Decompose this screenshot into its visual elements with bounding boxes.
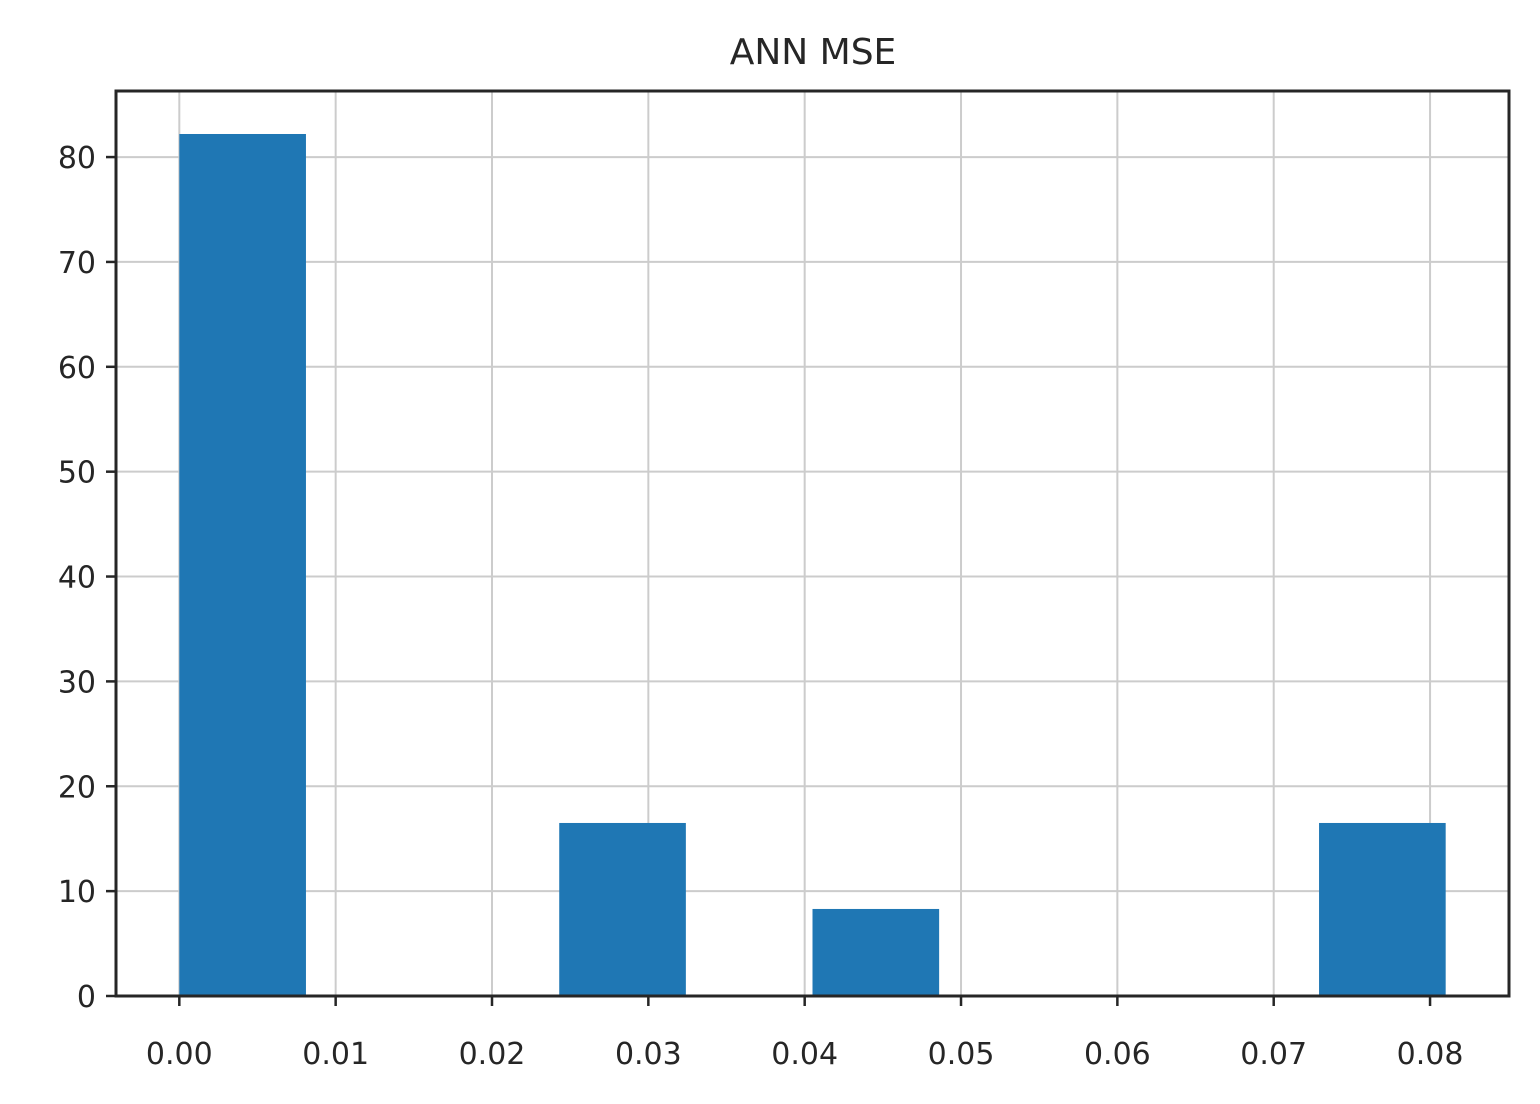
x-tick-label: 0.03 xyxy=(615,1037,682,1072)
chart-title: ANN MSE xyxy=(730,32,897,73)
x-tick-label: 0.04 xyxy=(771,1037,838,1072)
x-tick-label: 0.08 xyxy=(1397,1037,1464,1072)
x-axis-ticks: 0.00 0.01 0.02 0.03 0.04 0.05 0.06 0.07 0.08 xyxy=(146,996,1464,1072)
y-tick-label: 40 xyxy=(58,561,96,596)
grid xyxy=(116,91,1509,997)
x-tick-label: 0.02 xyxy=(459,1037,526,1072)
y-axis-ticks: 0 10 20 30 40 50 60 70 80 xyxy=(58,141,116,1015)
x-tick-label: 0.07 xyxy=(1240,1037,1307,1072)
histogram-bar xyxy=(179,133,306,996)
y-tick-label: 30 xyxy=(58,665,96,700)
y-tick-label: 20 xyxy=(58,770,96,805)
x-tick-label: 0.01 xyxy=(302,1037,369,1072)
x-tick-label: 0.00 xyxy=(146,1037,213,1072)
y-tick-label: 10 xyxy=(58,875,96,910)
y-tick-label: 50 xyxy=(58,456,96,491)
histogram-bar xyxy=(812,908,940,996)
y-tick-label: 80 xyxy=(58,141,96,176)
y-tick-label: 60 xyxy=(58,351,96,386)
histogram-bar xyxy=(1319,822,1446,996)
y-tick-label: 70 xyxy=(58,246,96,281)
x-tick-label: 0.05 xyxy=(928,1037,995,1072)
y-tick-label: 0 xyxy=(77,980,96,1015)
plot-frame xyxy=(114,89,1511,998)
histogram-bar xyxy=(559,822,686,996)
bars xyxy=(179,133,1446,996)
x-tick-label: 0.06 xyxy=(1084,1037,1151,1072)
